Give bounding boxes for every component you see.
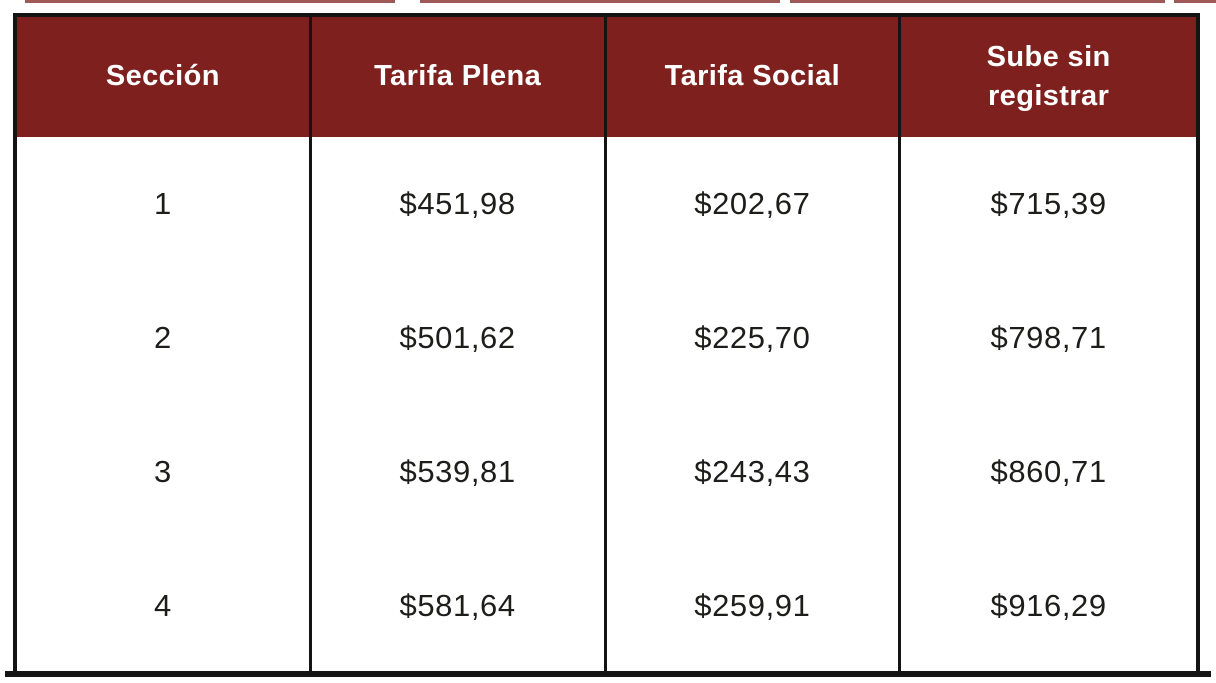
cell-seccion-1: 1	[17, 137, 312, 271]
cropped-row-artifact	[1174, 0, 1216, 3]
column-header-seccion: Sección	[17, 17, 312, 137]
cell-tarifa-plena-3: $539,81	[312, 405, 607, 539]
cell-tarifa-social-3: $243,43	[607, 405, 902, 539]
cell-tarifa-social-1: $202,67	[607, 137, 902, 271]
column-header-sube-sin-registrar: Sube sin registrar	[901, 17, 1196, 137]
column-header-tarifa-social: Tarifa Social	[606, 17, 902, 137]
cell-sube-sin-registrar-4: $916,29	[990, 588, 1107, 623]
cropped-row-artifact	[790, 0, 1165, 3]
cell-tarifa-plena-1: $451,98	[312, 137, 607, 271]
cell-tarifa-plena-4: $581,64	[312, 539, 607, 673]
cell-seccion-4: 4	[17, 539, 312, 673]
cell-seccion-2: 2	[17, 271, 312, 405]
cell-seccion-3: 3	[17, 405, 312, 539]
cell-sube-sin-registrar-1: $715,39	[990, 186, 1107, 221]
cell-tarifa-social-2: $225,70	[607, 271, 902, 405]
cell-tarifa-plena-2: $501,62	[312, 271, 607, 405]
fare-table: Sección Tarifa Plena Tarifa Social Sube …	[13, 13, 1200, 677]
cell-sube-sin-registrar-3: $860,71	[990, 454, 1107, 489]
column-header-tarifa-plena: Tarifa Plena	[311, 17, 607, 137]
cell-tarifa-social-4: $259,91	[607, 539, 902, 673]
cell-sube-sin-registrar-2: $798,71	[990, 320, 1107, 355]
table-bottom-border	[5, 671, 1211, 677]
cropped-row-artifact	[420, 0, 780, 3]
cropped-row-artifact	[25, 0, 395, 3]
